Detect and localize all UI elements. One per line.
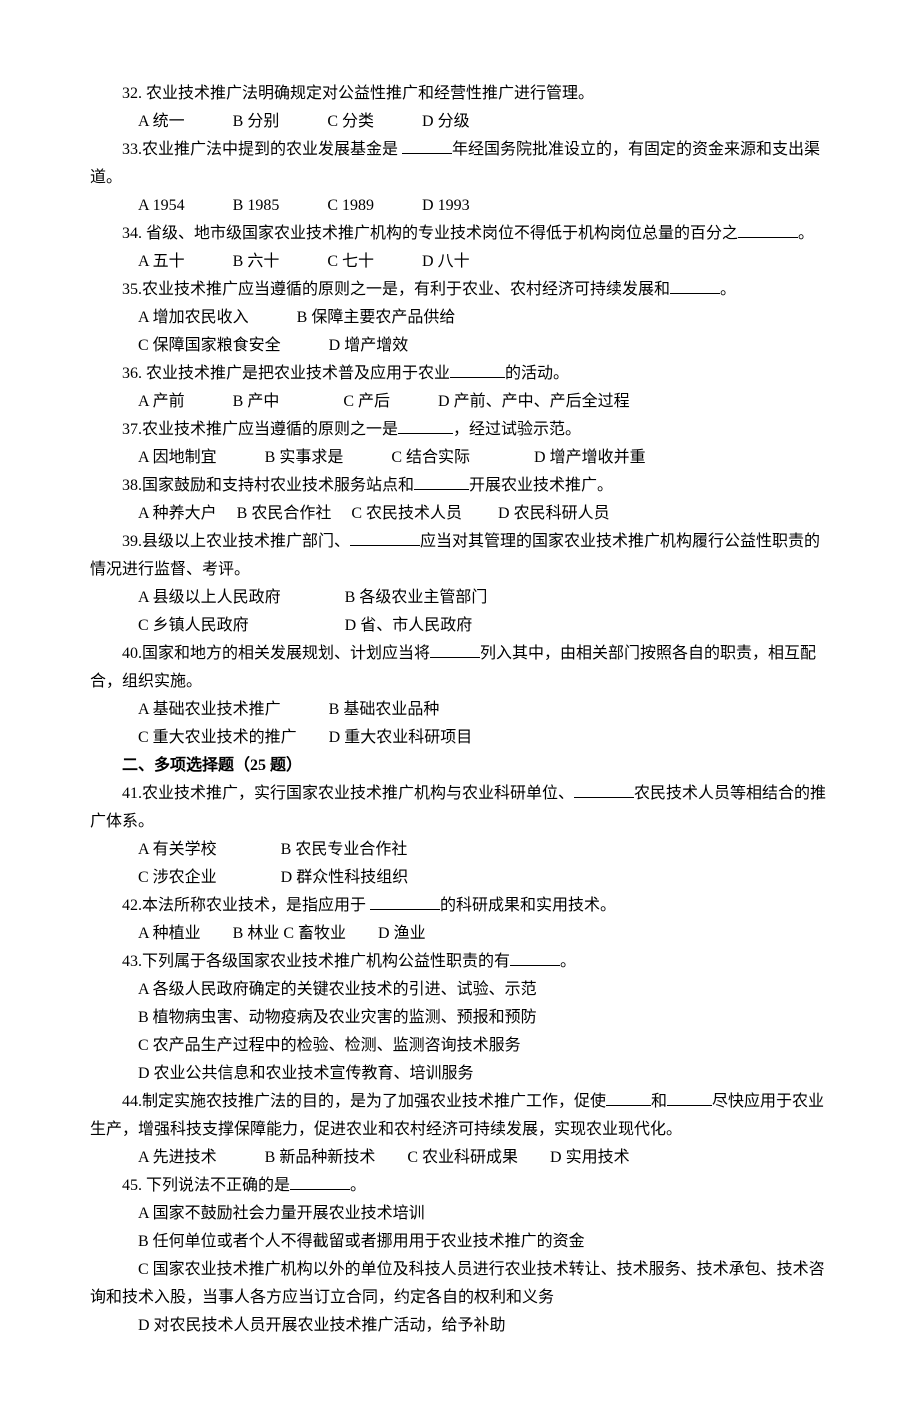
question-41: 41.农业技术推广，实行国家农业技术推广机构与农业科研单位、农民技术人员等相结合… (90, 780, 830, 892)
question-39: 39.县级以上农业技术推广部门、应当对其管理的国家农业技术推广机构履行公益性职责… (90, 528, 830, 640)
blank (670, 277, 720, 294)
q35-options-1: A 增加农民收入 B 保障主要农产品供给 (90, 304, 830, 332)
q43-optA: A 各级人民政府确定的关键农业技术的引进、试验、示范 (90, 976, 830, 1004)
question-45: 45. 下列说法不正确的是 。 A 国家不鼓励社会力量开展农业技术培训 B 任何单… (90, 1172, 830, 1340)
q39-stem: 39.县级以上农业技术推广部门、应当对其管理的国家农业技术推广机构履行公益性职责… (90, 528, 830, 584)
q38-options: A 种养大户 B 农民合作社 C 农民技术人员 D 农民科研人员 (90, 500, 830, 528)
q41-stem: 41.农业技术推广，实行国家农业技术推广机构与农业科研单位、农民技术人员等相结合… (90, 780, 830, 836)
blank (738, 221, 798, 238)
blank (667, 1089, 712, 1106)
q32-text-a: 32. 农业技术推广法明确规定对公益性推广和经营性推广进行 (122, 85, 546, 102)
blank (290, 1173, 350, 1190)
question-32: 32. 农业技术推广法明确规定对公益性推广和经营性推广进行管理。 A 统一 B … (90, 80, 830, 136)
blank (510, 949, 560, 966)
q34-stem: 34. 省级、地市级国家农业技术推广机构的专业技术岗位不得低于机构岗位总量的百分… (90, 220, 830, 248)
q44-options: A 先进技术 B 新品种新技术 C 农业科研成果 D 实用技术 (90, 1144, 830, 1172)
q36-stem: 36. 农业技术推广是把农业技术普及应用于农业 的活动。 (90, 360, 830, 388)
q45-stem: 45. 下列说法不正确的是 。 (90, 1172, 830, 1200)
q36-text-a: 36. 农业技术推广是把农业技术普及应用于农业 (122, 365, 450, 382)
q34-options: A 五十 B 六十 C 七十 D 八十 (90, 248, 830, 276)
blank (414, 473, 469, 490)
q32-options: A 统一 B 分别 C 分类 D 分级 (90, 108, 830, 136)
q34-text-a: 34. 省级、地市级国家农业技术推广机构的专业技术岗位不得低于机构岗位总量的百分… (122, 225, 738, 242)
q36-text-b: 的活动。 (505, 365, 569, 382)
blank (574, 781, 634, 798)
q38-stem: 38.国家鼓励和支持村农业技术服务站点和 开展农业技术推广。 (90, 472, 830, 500)
q34-text-b: 。 (798, 225, 814, 242)
q43-optD: D 农业公共信息和农业技术宣传教育、培训服务 (90, 1060, 830, 1088)
q37-text-b: ，经过试验示范。 (453, 421, 581, 438)
q44-stem: 44.制定实施农技推广法的目的，是为了加强农业技术推广工作，促使和尽快应用于农业… (90, 1088, 830, 1144)
section-2-heading: 二、多项选择题（25 题） (90, 752, 830, 780)
blank (430, 641, 480, 658)
q42-options: A 种植业 B 林业 C 畜牧业 D 渔业 (90, 920, 830, 948)
question-43: 43.下列属于各级国家农业技术推广机构公益性职责的有 。 A 各级人民政府确定的关… (90, 948, 830, 1088)
q40-text-a: 40.国家和地方的相关发展规划、计划应当将 (122, 645, 430, 662)
q37-stem: 37.农业技术推广应当遵循的原则之一是 ，经过试验示范。 (90, 416, 830, 444)
q43-optB: B 植物病虫害、动物疫病及农业灾害的监测、预报和预防 (90, 1004, 830, 1032)
q35-text-a: 35.农业技术推广应当遵循的原则之一是，有利于农业、农村经济可持续发展和 (122, 281, 670, 298)
question-35: 35.农业技术推广应当遵循的原则之一是，有利于农业、农村经济可持续发展和 。 A … (90, 276, 830, 360)
q45-text-a: 45. 下列说法不正确的是 (122, 1177, 290, 1194)
q40-options-2: C 重大农业技术的推广 D 重大农业科研项目 (90, 724, 830, 752)
q39-options-2: C 乡镇人民政府 D 省、市人民政府 (90, 612, 830, 640)
q43-text-b: 。 (560, 953, 576, 970)
q33-options: A 1954 B 1985 C 1989 D 1993 (90, 192, 830, 220)
q42-text-a: 42.本法所称农业技术，是指应用于 (122, 897, 370, 914)
q45-optA: A 国家不鼓励社会力量开展农业技术培训 (90, 1200, 830, 1228)
q45-text-b: 。 (350, 1177, 366, 1194)
q41-options-2: C 涉农企业 D 群众性科技组织 (90, 864, 830, 892)
question-42: 42.本法所称农业技术，是指应用于 的科研成果和实用技术。 A 种植业 B 林业… (90, 892, 830, 948)
q37-options: A 因地制宜 B 实事求是 C 结合实际 D 增产增收并重 (90, 444, 830, 472)
q44-text-a: 44.制定实施农技推广法的目的，是为了加强农业技术推广工作，促使 (122, 1093, 606, 1110)
q35-options-2: C 保障国家粮食安全 D 增产增效 (90, 332, 830, 360)
q33-text-a: 33.农业推广法中提到的农业发展基金是 (122, 141, 402, 158)
q38-text-b: 开展农业技术推广。 (469, 477, 613, 494)
q32-stem: 32. 农业技术推广法明确规定对公益性推广和经营性推广进行管理。 (90, 80, 830, 108)
question-37: 37.农业技术推广应当遵循的原则之一是 ，经过试验示范。 A 因地制宜 B 实事求… (90, 416, 830, 472)
q45-optC: C 国家农业技术推广机构以外的单位及科技人员进行农业技术转让、技术服务、技术承包… (90, 1256, 830, 1312)
q41-options-1: A 有关学校 B 农民专业合作社 (90, 836, 830, 864)
blank (450, 361, 505, 378)
question-36: 36. 农业技术推广是把农业技术普及应用于农业 的活动。 A 产前 B 产中 C … (90, 360, 830, 416)
blank (606, 1089, 651, 1106)
q40-stem: 40.国家和地方的相关发展规划、计划应当将列入其中，由相关部门按照各自的职责，相… (90, 640, 830, 696)
q35-text-b: 。 (720, 281, 736, 298)
q43-stem: 43.下列属于各级国家农业技术推广机构公益性职责的有 。 (90, 948, 830, 976)
question-40: 40.国家和地方的相关发展规划、计划应当将列入其中，由相关部门按照各自的职责，相… (90, 640, 830, 752)
q33-stem: 33.农业推广法中提到的农业发展基金是 年经国务院批准设立的，有固定的资金来源和… (90, 136, 830, 192)
q42-stem: 42.本法所称农业技术，是指应用于 的科研成果和实用技术。 (90, 892, 830, 920)
blank (350, 529, 420, 546)
question-34: 34. 省级、地市级国家农业技术推广机构的专业技术岗位不得低于机构岗位总量的百分… (90, 220, 830, 276)
q38-text-a: 38.国家鼓励和支持村农业技术服务站点和 (122, 477, 414, 494)
q43-optC: C 农产品生产过程中的检验、检测、监测咨询技术服务 (90, 1032, 830, 1060)
question-38: 38.国家鼓励和支持村农业技术服务站点和 开展农业技术推广。 A 种养大户 B 农… (90, 472, 830, 528)
q45-optB: B 任何单位或者个人不得截留或者挪用用于农业技术推广的资金 (90, 1228, 830, 1256)
q44-text-b: 和 (651, 1093, 667, 1110)
question-33: 33.农业推广法中提到的农业发展基金是 年经国务院批准设立的，有固定的资金来源和… (90, 136, 830, 220)
q45-optD: D 对农民技术人员开展农业技术推广活动，给予补助 (90, 1312, 830, 1340)
q39-text-a: 39.县级以上农业技术推广部门、 (122, 533, 350, 550)
blank (370, 893, 440, 910)
q36-options: A 产前 B 产中 C 产后 D 产前、产中、产后全过程 (90, 388, 830, 416)
q40-options-1: A 基础农业技术推广 B 基础农业品种 (90, 696, 830, 724)
blank (402, 137, 452, 154)
question-44: 44.制定实施农技推广法的目的，是为了加强农业技术推广工作，促使和尽快应用于农业… (90, 1088, 830, 1172)
q41-text-a: 41.农业技术推广，实行国家农业技术推广机构与农业科研单位、 (122, 785, 574, 802)
q35-stem: 35.农业技术推广应当遵循的原则之一是，有利于农业、农村经济可持续发展和 。 (90, 276, 830, 304)
blank (398, 417, 453, 434)
q43-text-a: 43.下列属于各级国家农业技术推广机构公益性职责的有 (122, 953, 510, 970)
q39-options-1: A 县级以上人民政府 B 各级农业主管部门 (90, 584, 830, 612)
q32-text-b: 管理。 (546, 85, 594, 102)
q37-text-a: 37.农业技术推广应当遵循的原则之一是 (122, 421, 398, 438)
q42-text-b: 的科研成果和实用技术。 (440, 897, 616, 914)
